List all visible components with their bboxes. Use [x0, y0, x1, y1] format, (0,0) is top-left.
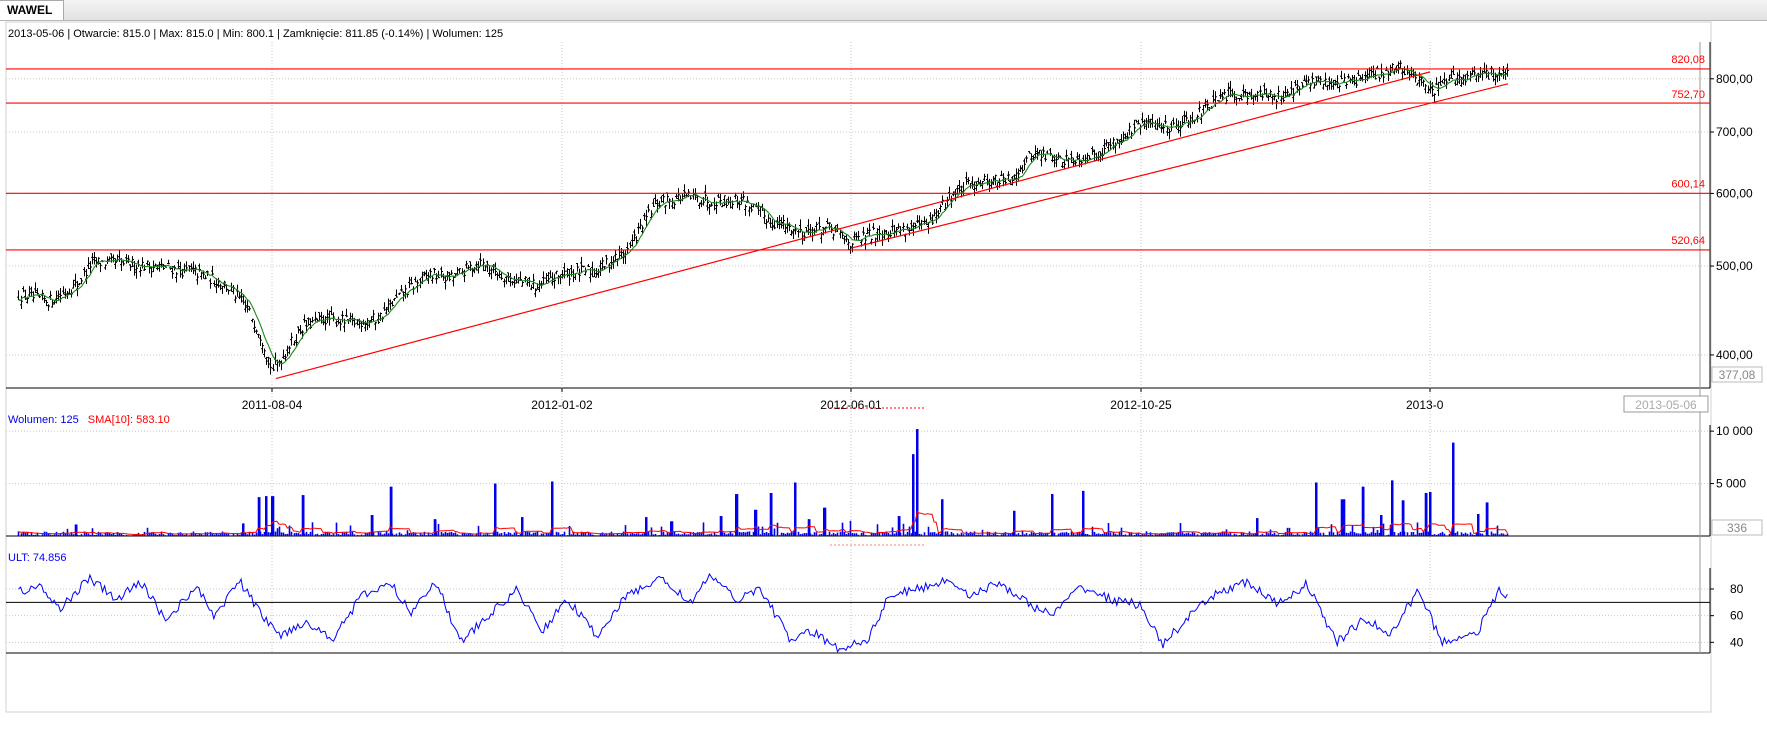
- tab-bar: WAWEL: [0, 0, 1767, 21]
- volume-spike: [1486, 502, 1489, 536]
- volume-spike: [670, 521, 673, 536]
- volume-spike: [1429, 491, 1432, 536]
- ult-legend: ULT: 74.856: [8, 552, 67, 564]
- ult-tick-label: 80: [1730, 582, 1744, 596]
- ult-line: [18, 572, 1508, 653]
- volume-spike: [271, 496, 274, 536]
- ult-legend-value: ULT: 74.856: [8, 552, 67, 564]
- volume-spike: [1477, 513, 1480, 536]
- volume-spike: [551, 481, 554, 536]
- volume-spike: [521, 517, 524, 536]
- volume-spike: [1256, 518, 1259, 536]
- volume-spike: [720, 516, 723, 536]
- date-tick-label: 2012-01-02: [531, 398, 593, 412]
- chart-canvas[interactable]: 2013-05-06 | Otwarcie: 815.0 | Max: 815.…: [0, 21, 1767, 737]
- support-level-label: 820,08: [1671, 54, 1705, 66]
- ult-tick-label: 60: [1730, 609, 1744, 623]
- ult-tick-label: 40: [1730, 635, 1744, 649]
- price-panel: 820,08 752,70 600,14 520,64: [6, 54, 1710, 380]
- date-tick-label: 2012-06-01: [820, 398, 882, 412]
- volume-spike: [371, 515, 374, 536]
- trendline[interactable]: [850, 83, 1509, 249]
- price-tick-label: 500,00: [1716, 259, 1753, 273]
- volume-spike: [808, 519, 811, 536]
- trendline[interactable]: [275, 71, 1431, 380]
- volume-spike: [75, 524, 78, 536]
- volume-spike: [494, 483, 497, 536]
- volume-spike: [1082, 490, 1085, 536]
- volume-bars: [17, 429, 1509, 536]
- volume-panel: [17, 429, 1509, 536]
- volume-spike: [1013, 510, 1016, 536]
- volume-sma-line: [18, 510, 1508, 536]
- volume-spike: [823, 507, 826, 536]
- price-moving-average: [18, 67, 1508, 365]
- volume-spike: [390, 486, 393, 536]
- min-price-label: 377,08: [1719, 368, 1756, 382]
- last-date-box: 2013-05-06: [1623, 395, 1709, 413]
- volume-spike: [258, 497, 261, 536]
- price-tick-label: 600,00: [1716, 186, 1753, 200]
- price-axis: 400,00 500,00 600,00 700,00 800,00: [1710, 72, 1753, 362]
- volume-spike: [1391, 480, 1394, 536]
- volume-tick-label: 5 000: [1716, 477, 1746, 491]
- chart-frame: [5, 21, 1712, 713]
- support-level-label: 600,14: [1671, 178, 1705, 190]
- price-tick-label: 800,00: [1716, 72, 1753, 86]
- volume-last-label: 336: [1727, 521, 1747, 535]
- volume-spike: [754, 509, 757, 536]
- support-level-label: 520,64: [1671, 235, 1705, 247]
- volume-legend: Wolumen: 125 SMA[10]: 583.10: [8, 414, 170, 426]
- price-tick-label: 700,00: [1716, 125, 1753, 139]
- min-price-box: 377,08: [1711, 366, 1763, 383]
- volume-spike: [1402, 500, 1405, 536]
- volume-spike: [1342, 499, 1345, 536]
- volume-spike: [265, 496, 268, 536]
- support-level-label: 752,70: [1671, 89, 1705, 101]
- date-tick-label: 2013-0: [1406, 398, 1444, 412]
- volume-tick-label: 10 000: [1716, 424, 1753, 438]
- volume-spike: [242, 523, 245, 536]
- volume-spike: [302, 495, 305, 536]
- volume-spike: [1051, 494, 1054, 536]
- volume-spike: [645, 517, 648, 536]
- volume-spike: [794, 482, 797, 536]
- date-axis: 2011-08-04 2012-01-02 2012-06-01 2012-10-25…: [242, 388, 1444, 412]
- volume-spike: [770, 493, 773, 536]
- volume-spike: [1452, 442, 1455, 536]
- last-date-label: 2013-05-06: [1635, 398, 1697, 412]
- date-tick-label: 2012-10-25: [1110, 398, 1172, 412]
- volume-spike: [912, 454, 915, 536]
- volume-spike: [1425, 493, 1428, 536]
- ohlc-info-line: 2013-05-06 | Otwarcie: 815.0 | Max: 815.…: [8, 28, 503, 40]
- ult-panel: [6, 572, 1710, 653]
- volume-spike: [941, 499, 944, 536]
- volume-spike: [898, 516, 901, 536]
- price-bars: [17, 60, 1509, 375]
- date-tick-label: 2011-08-04: [242, 398, 303, 412]
- volume-axis: 5 000 10 000: [1710, 424, 1753, 491]
- volume-last-box: 336: [1711, 519, 1763, 536]
- volume-spike: [916, 429, 919, 536]
- volume-legend-value: Wolumen: 125: [8, 414, 79, 426]
- ult-axis: 40 60 80: [1710, 582, 1744, 649]
- volume-spike: [735, 494, 738, 536]
- grid: [6, 42, 1710, 653]
- volume-spike: [1315, 482, 1318, 536]
- volume-spike: [1362, 486, 1365, 536]
- tab-wawel[interactable]: WAWEL: [0, 0, 64, 20]
- volume-sma-legend: SMA[10]: 583.10: [88, 414, 170, 426]
- price-tick-label: 400,00: [1716, 348, 1753, 362]
- volume-spike: [434, 519, 437, 536]
